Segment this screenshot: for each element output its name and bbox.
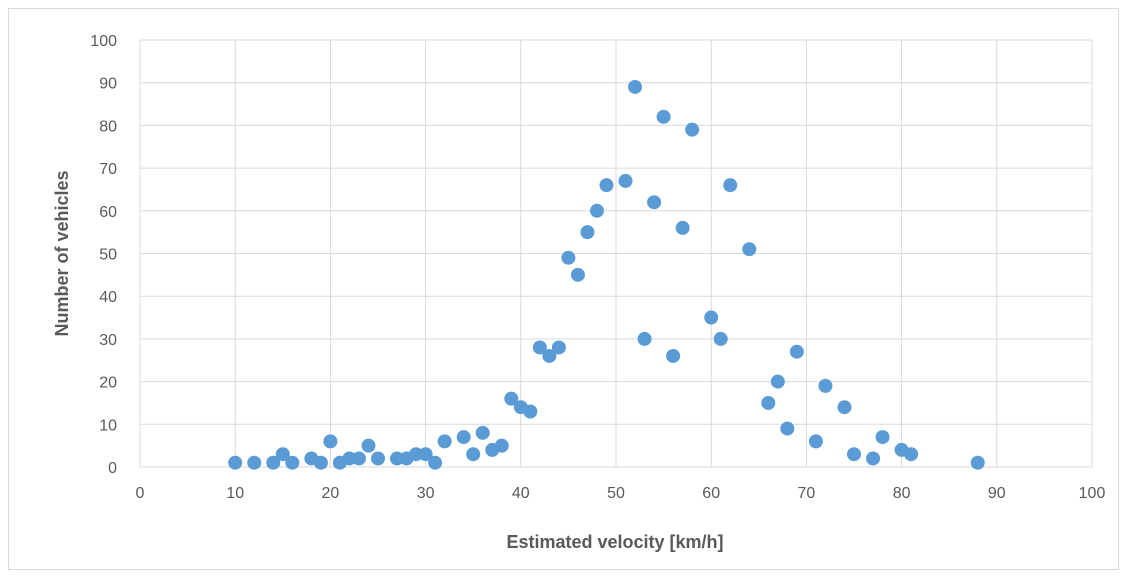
data-point <box>371 451 385 466</box>
x-tick-label: 80 <box>893 485 911 502</box>
chart-frame <box>8 8 1119 570</box>
data-point <box>313 455 328 470</box>
data-point <box>589 203 604 218</box>
data-point <box>275 447 290 462</box>
data-point <box>523 404 538 419</box>
x-tick-label: 60 <box>702 485 720 502</box>
data-point <box>551 340 566 355</box>
data-point <box>437 434 452 449</box>
data-point <box>789 344 804 359</box>
data-point <box>504 391 519 406</box>
data-point <box>570 267 585 282</box>
y-tick-label: 100 <box>90 33 117 50</box>
data-point <box>647 195 662 210</box>
data-point <box>685 122 700 137</box>
data-point <box>285 455 300 470</box>
x-tick-label: 30 <box>417 485 435 502</box>
y-tick-label: 50 <box>99 247 117 264</box>
data-point <box>675 220 690 235</box>
data-point <box>266 455 281 470</box>
y-tick-label: 30 <box>99 332 117 349</box>
data-point <box>228 455 243 470</box>
data-point <box>247 455 262 470</box>
data-point <box>618 173 633 188</box>
data-point <box>542 348 557 363</box>
data-point <box>742 242 757 257</box>
y-tick-label: 10 <box>99 417 117 434</box>
data-point <box>780 421 795 436</box>
data-point <box>904 447 919 462</box>
data-point <box>428 455 443 470</box>
y-tick-label: 0 <box>108 460 117 477</box>
y-tick-label: 40 <box>99 289 117 306</box>
data-point <box>875 430 890 445</box>
data-point <box>580 225 595 240</box>
data-point <box>351 451 366 466</box>
gridlines <box>139 39 1093 468</box>
y-tick-label: 20 <box>99 375 117 392</box>
x-tick-label: 0 <box>136 485 145 502</box>
data-point <box>837 400 852 415</box>
data-points <box>228 79 985 470</box>
y-tick-label: 70 <box>99 161 117 178</box>
data-point <box>323 434 338 449</box>
data-point <box>599 178 614 193</box>
y-axis-title: Number of vehicles <box>52 170 72 336</box>
data-point <box>723 178 738 193</box>
tick-labels: 0 10 20 30 40 50 60 70 80 90 100 0 10 20 30 40 50 60 70 80 9… <box>90 33 1105 502</box>
data-point <box>847 447 861 462</box>
data-point <box>361 438 376 453</box>
data-point <box>494 438 509 453</box>
data-point <box>866 451 881 466</box>
x-axis-title: Estimated velocity [km/h] <box>506 532 723 552</box>
x-tick-label: 10 <box>226 485 244 502</box>
x-tick-label: 90 <box>988 485 1006 502</box>
data-point <box>466 447 481 462</box>
data-point <box>561 250 576 265</box>
data-point <box>532 340 547 355</box>
data-point <box>637 331 652 346</box>
x-tick-label: 40 <box>512 485 530 502</box>
data-point <box>808 434 823 449</box>
y-tick-label: 90 <box>99 76 117 93</box>
data-point <box>970 455 985 470</box>
data-point <box>770 374 785 389</box>
y-tick-label: 60 <box>99 204 117 221</box>
data-point <box>628 79 643 94</box>
x-tick-label: 70 <box>798 485 816 502</box>
data-point <box>666 348 681 363</box>
x-tick-label: 20 <box>322 485 340 502</box>
data-point <box>656 109 671 124</box>
data-point <box>456 430 471 445</box>
data-point <box>761 395 776 410</box>
data-point <box>818 378 833 393</box>
data-point <box>418 447 433 462</box>
y-tick-label: 80 <box>99 118 117 135</box>
x-tick-label: 50 <box>607 485 625 502</box>
x-tick-label: 100 <box>1079 485 1106 502</box>
data-point <box>475 425 490 440</box>
data-point <box>704 310 719 325</box>
data-point <box>713 331 728 346</box>
